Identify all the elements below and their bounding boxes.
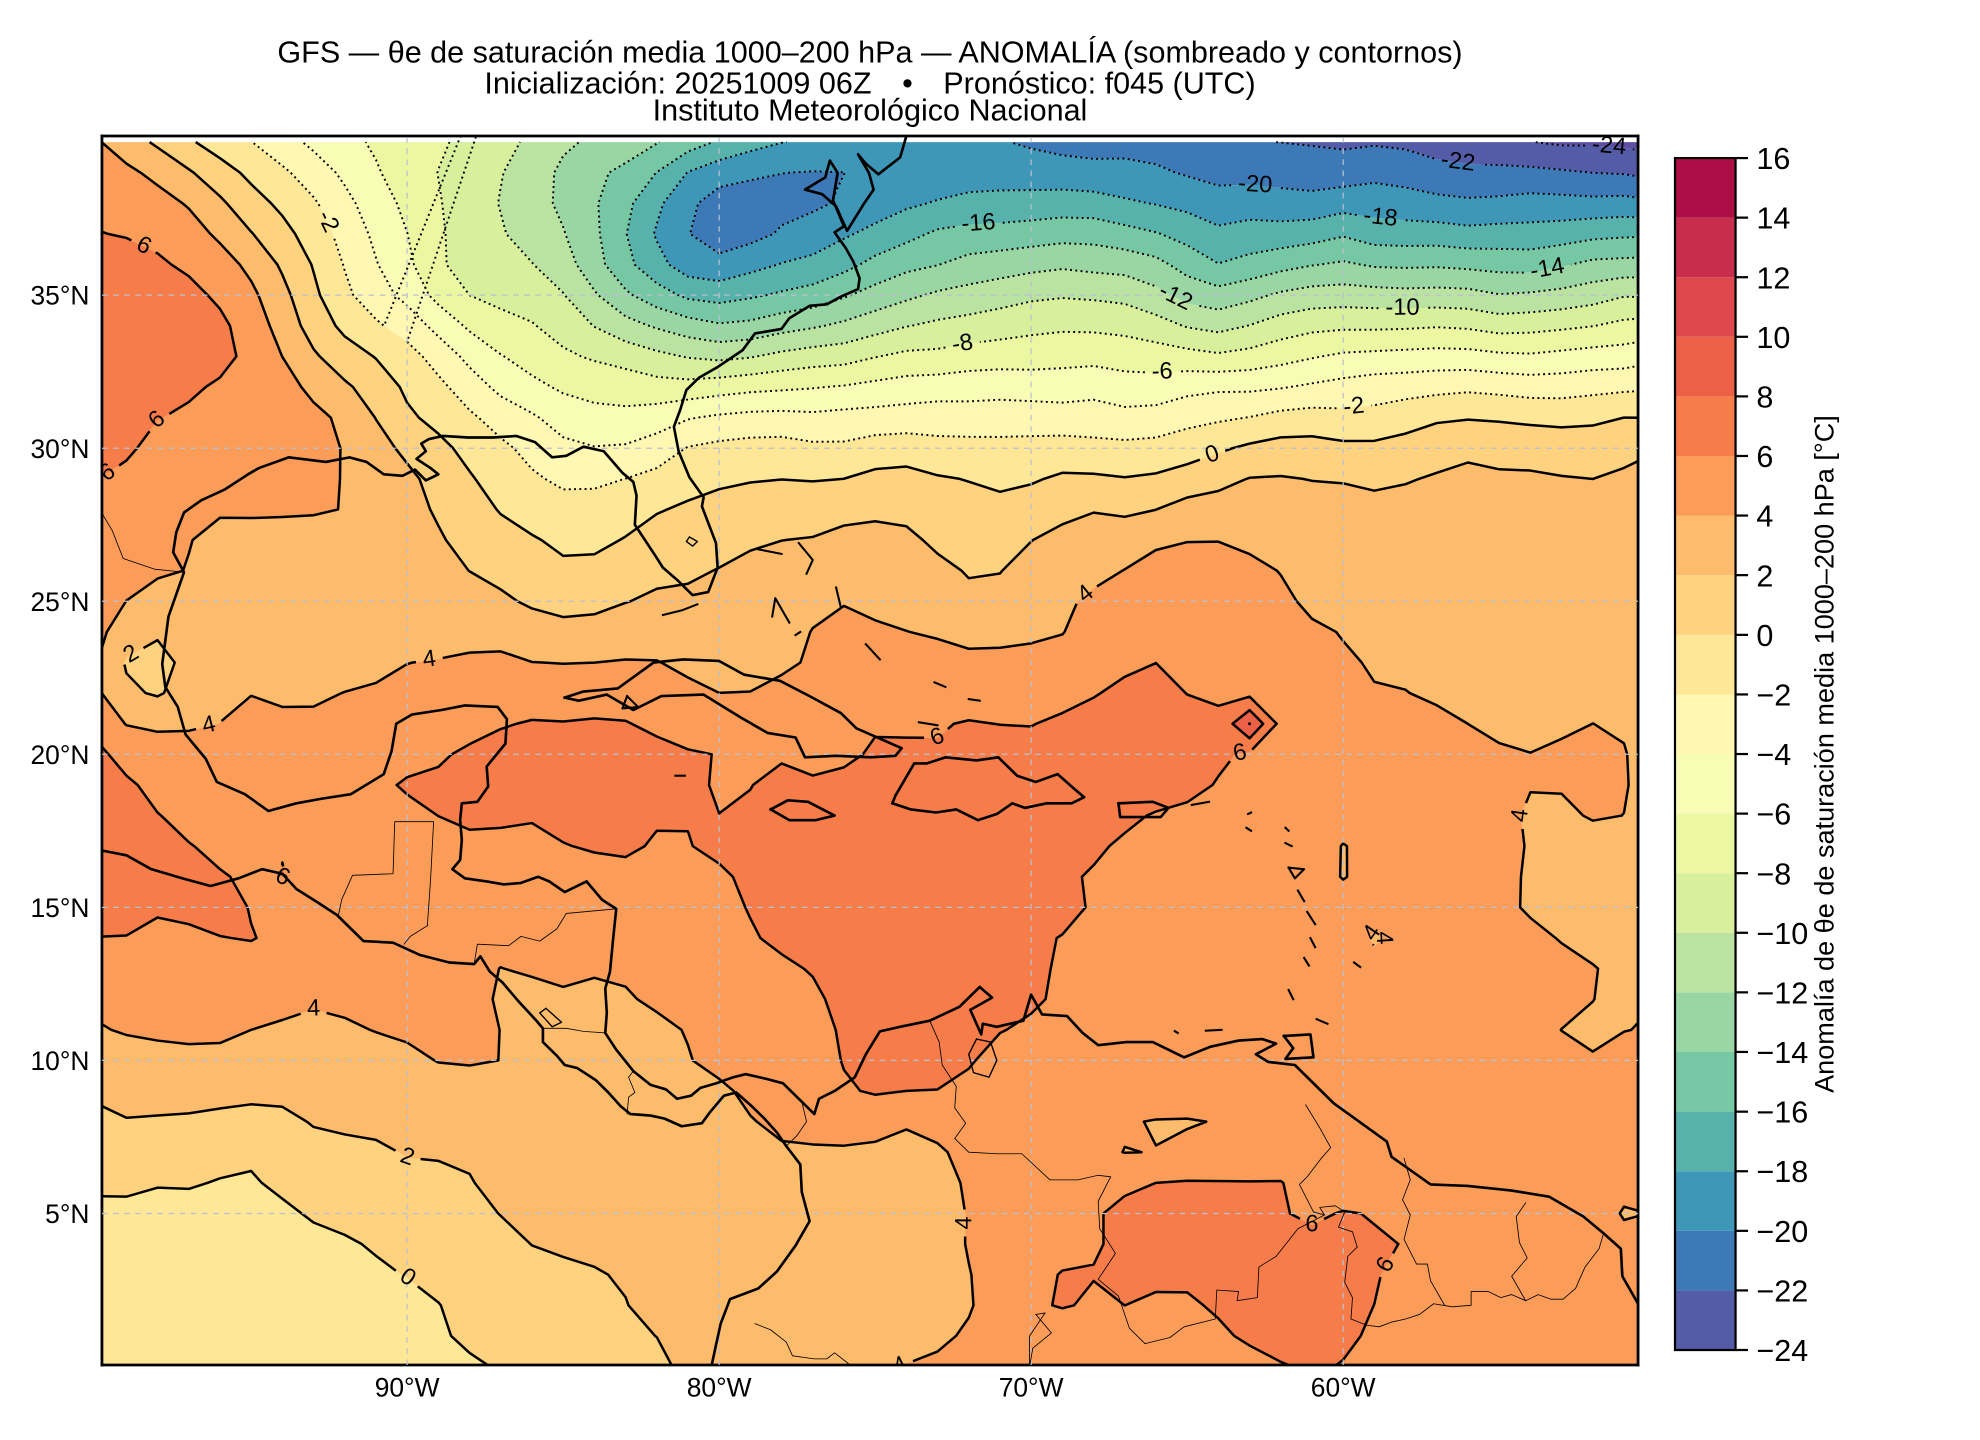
svg-text:8: 8 xyxy=(1756,380,1773,414)
svg-text:16: 16 xyxy=(1756,142,1790,176)
svg-text:−10: −10 xyxy=(1756,917,1808,951)
svg-text:-20: -20 xyxy=(1237,171,1273,199)
svg-text:10: 10 xyxy=(1756,321,1790,355)
svg-text:6: 6 xyxy=(1756,440,1773,474)
svg-text:-2: -2 xyxy=(1342,392,1366,420)
svg-text:4: 4 xyxy=(307,995,321,1021)
svg-text:-8: -8 xyxy=(950,329,975,358)
svg-text:-22: -22 xyxy=(1439,147,1476,177)
svg-text:−16: −16 xyxy=(1756,1096,1808,1130)
svg-text:5°N: 5°N xyxy=(45,1199,89,1229)
svg-text:-24: -24 xyxy=(1591,132,1627,161)
svg-text:12: 12 xyxy=(1756,261,1790,295)
svg-text:4: 4 xyxy=(1371,931,1398,946)
svg-text:−22: −22 xyxy=(1756,1275,1808,1309)
svg-text:0: 0 xyxy=(1756,619,1773,653)
svg-text:−14: −14 xyxy=(1756,1036,1808,1070)
svg-text:−18: −18 xyxy=(1756,1155,1808,1189)
svg-text:4: 4 xyxy=(421,645,438,673)
svg-text:6: 6 xyxy=(1305,1211,1318,1237)
svg-text:20°N: 20°N xyxy=(31,740,90,770)
svg-text:90°W: 90°W xyxy=(375,1373,440,1403)
svg-text:−12: −12 xyxy=(1756,976,1808,1010)
svg-text:−20: −20 xyxy=(1756,1215,1808,1249)
svg-text:Instituto Meteorológico Nacion: Instituto Meteorológico Nacional xyxy=(653,94,1088,128)
svg-text:70°W: 70°W xyxy=(999,1373,1064,1403)
svg-text:15°N: 15°N xyxy=(31,893,90,923)
svg-text:4: 4 xyxy=(1506,807,1534,824)
svg-text:-10: -10 xyxy=(1385,295,1419,321)
svg-text:30°N: 30°N xyxy=(31,434,90,464)
svg-text:35°N: 35°N xyxy=(31,281,90,311)
svg-text:−24: −24 xyxy=(1756,1334,1808,1368)
svg-text:25°N: 25°N xyxy=(31,587,90,617)
svg-text:Inicialización: 20251009 06Z •: Inicialización: 20251009 06Z • Pronóstic… xyxy=(484,66,1255,100)
svg-text:Anomalía de θe de saturación m: Anomalía de θe de saturación media 1000–… xyxy=(1809,415,1840,1093)
svg-text:-16: -16 xyxy=(961,209,997,237)
svg-text:10°N: 10°N xyxy=(31,1046,90,1076)
svg-text:-6: -6 xyxy=(1151,358,1173,385)
svg-text:−2: −2 xyxy=(1756,678,1791,712)
svg-text:80°W: 80°W xyxy=(687,1373,752,1403)
svg-text:−6: −6 xyxy=(1756,798,1791,832)
svg-text:-18: -18 xyxy=(1362,203,1399,232)
svg-text:−4: −4 xyxy=(1756,738,1791,772)
svg-text:6: 6 xyxy=(1231,739,1249,767)
svg-text:GFS — θe de saturación media 1: GFS — θe de saturación media 1000–200 hP… xyxy=(277,34,1462,69)
svg-text:−8: −8 xyxy=(1756,857,1791,891)
svg-text:14: 14 xyxy=(1756,202,1790,236)
svg-text:4: 4 xyxy=(1756,500,1773,534)
svg-text:4: 4 xyxy=(199,711,218,739)
svg-text:60°W: 60°W xyxy=(1311,1373,1376,1403)
svg-text:-14: -14 xyxy=(1528,253,1566,285)
svg-text:4: 4 xyxy=(951,1216,977,1229)
svg-text:2: 2 xyxy=(1756,559,1773,593)
